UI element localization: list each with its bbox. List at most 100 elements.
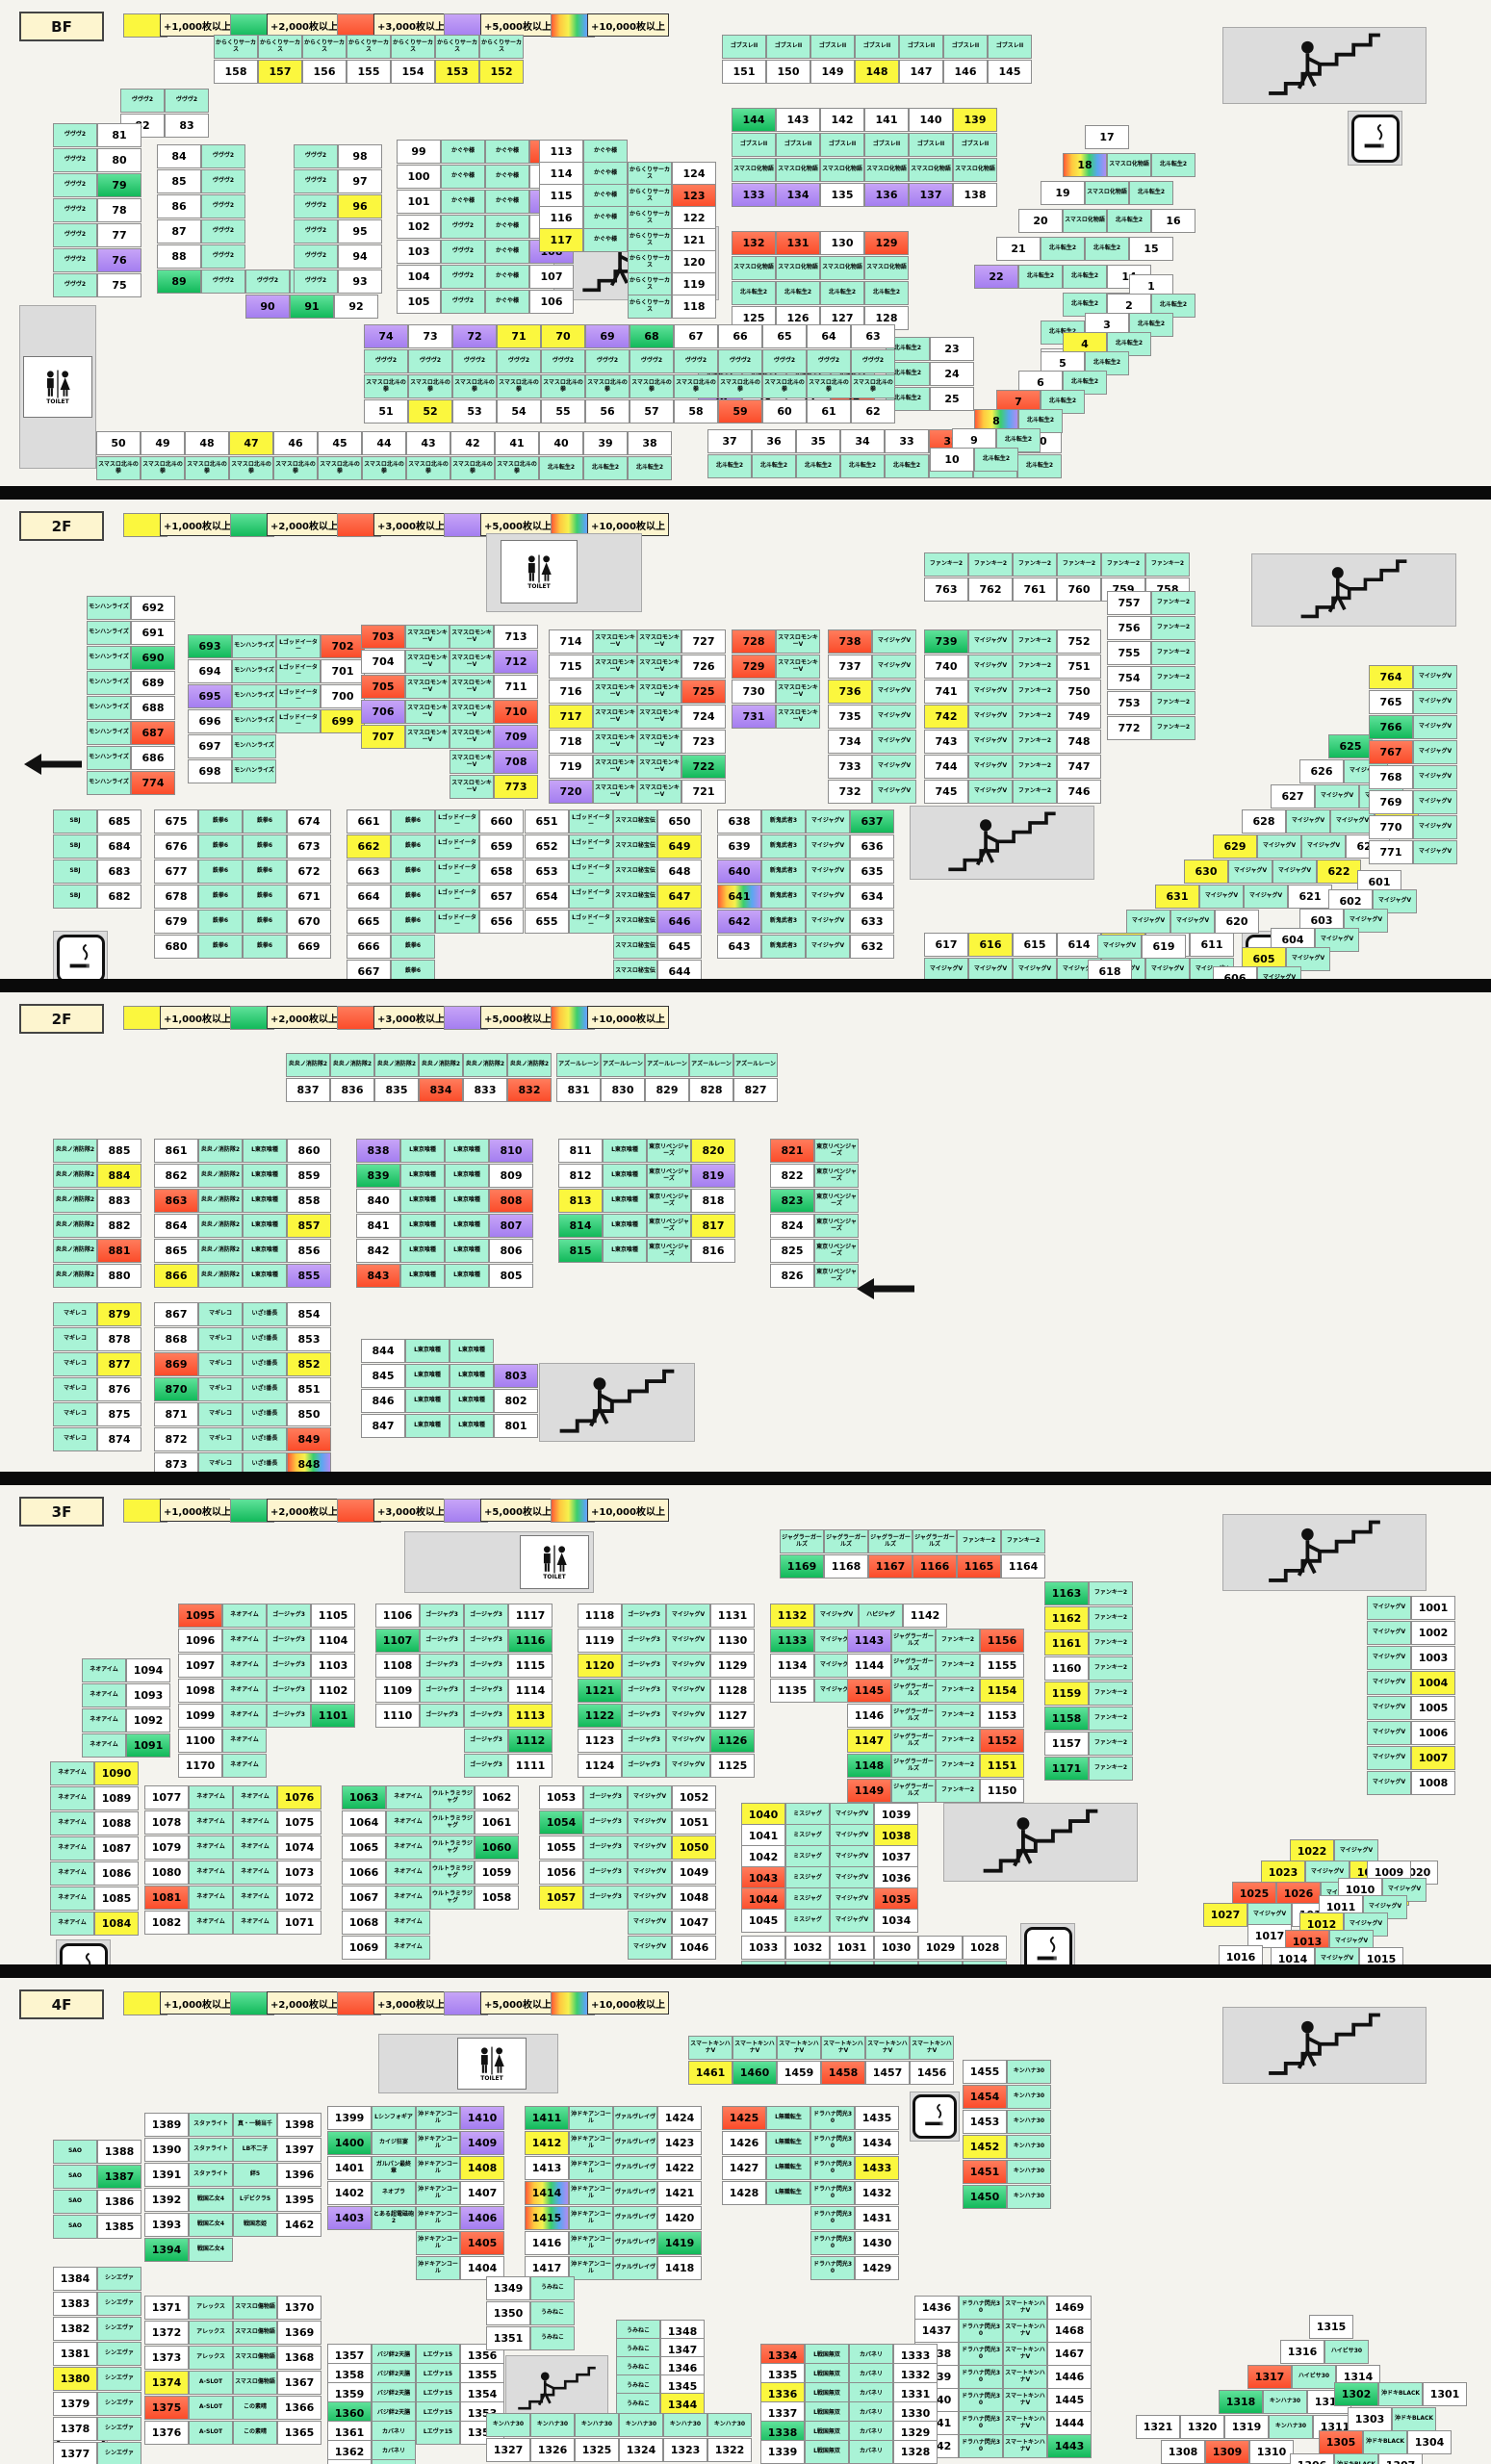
spacer <box>770 1729 814 1753</box>
machine-name-label: ゴージャグ3 <box>622 1629 666 1653</box>
machine-name-label: 鉄拳6 <box>391 860 435 884</box>
machine-number-cell: 635 <box>850 860 894 884</box>
machine-name-label: ネオアイム <box>82 1708 126 1732</box>
machine-name-label: かぐや様 <box>441 190 485 214</box>
machine-row: 1450 キンハナ30 <box>963 2185 1051 2209</box>
spacer <box>405 775 450 799</box>
machine-number-cell: 1392 <box>144 2188 189 2212</box>
machine-name-label: ヴヴヴ2 <box>294 270 338 294</box>
machine-row: 756 ファンキー2 <box>1107 616 1195 640</box>
machine-number-cell: 726 <box>681 654 726 679</box>
machine-number-cell: 1034 <box>874 1909 918 1933</box>
machine-row: 811 L東京喰種 東京リベンジャーズ 820 <box>558 1139 735 1163</box>
machine-row: ヴヴヴ2 76 <box>53 248 141 272</box>
machine-number-cell: 1087 <box>94 1836 139 1861</box>
machine-row: 846 L東京喰種 L東京喰種 802 <box>361 1389 538 1413</box>
machine-name-label: うみねこ <box>530 2326 575 2350</box>
machine-row: 18 スマスロ化物語 北斗転生2 <box>1063 153 1195 177</box>
machine-number-cell: 683 <box>97 860 141 884</box>
toilet-sign: TOILET <box>23 356 92 418</box>
machine-row: マイジャグV 1008 <box>1367 1771 1455 1795</box>
machine-row: 1081 ネオアイム ネオアイム 1072 <box>144 1886 321 1910</box>
machine-row: ネオアイム 1085 <box>50 1886 139 1911</box>
machine-name-label: かぐや様 <box>485 265 529 289</box>
machine-number-cell: 687 <box>131 721 175 745</box>
machine-name-label: L東京喰種 <box>445 1239 489 1263</box>
machine-name-label: Lゴッドイーター <box>569 809 613 834</box>
machine-name-label: 新鬼武者3 <box>761 885 806 909</box>
machine-number-cell: 1150 <box>980 1779 1024 1803</box>
machine-name-label: ゴージャグ3 <box>622 1654 666 1678</box>
machine-name-label: マイジャグV <box>968 654 1013 679</box>
machine-number-cell: 85 <box>157 169 201 193</box>
machine-name-label: 沖ドキアンコール <box>416 2181 460 2205</box>
machine-number-cell: 705 <box>361 675 405 699</box>
machine-name-label: マイジャグV <box>1413 715 1457 739</box>
machine-number-cell: 1105 <box>311 1604 355 1628</box>
machine-name-label: 沖ドキアンコール <box>416 2131 460 2155</box>
machine-name-label: L東京喰種 <box>603 1189 647 1213</box>
machine-number-cell: 618 <box>1088 960 1132 979</box>
machine-name-label: スマートキンハナV <box>910 2036 954 2060</box>
machine-row: 1400 カイジ狂宴 沖ドキアンコール 1409 <box>327 2131 504 2155</box>
machine-number-cell: 1468 <box>1047 2319 1092 2343</box>
legend-label: +3,000枚以上 <box>373 1499 450 1522</box>
machine-row: ヴヴヴ2 93 <box>294 270 382 294</box>
machine-number-cell: 715 <box>549 654 593 679</box>
machine-name-label: マギレコ <box>53 1302 97 1326</box>
machine-name-label: スマスロモンキーV <box>450 625 494 649</box>
legend-label: +10,000枚以上 <box>587 1991 669 2015</box>
machine-name-label: かぐや様 <box>583 184 628 208</box>
machine-row: 1455 キンハナ30 <box>963 2060 1051 2084</box>
machine-name-label: ヴヴヴ2 <box>294 169 338 193</box>
machine-number-cell: 1082 <box>144 1911 189 1935</box>
machine-number-cell: 1006 <box>1411 1721 1455 1745</box>
machine-name-label: マイジャグV <box>628 1861 672 1885</box>
machine-number-cell: 662 <box>347 834 391 859</box>
machine-name-label: いざ!番長 <box>243 1377 287 1401</box>
machine-number-cell: 1385 <box>97 2215 141 2239</box>
machine-name-label: 北斗転生2 <box>1085 351 1129 375</box>
machine-number-cell: 653 <box>525 860 569 884</box>
legend-label: +2,000枚以上 <box>267 1499 343 1522</box>
machine-number-cell: 835 <box>374 1078 419 1102</box>
machine-name-label: 東京リベンジャーズ <box>814 1264 859 1288</box>
machine-row: 1315 <box>1309 2315 1353 2339</box>
machine-name-label: ゴージャグ3 <box>420 1629 464 1653</box>
machine-row: 87 ヴヴヴ2 <box>157 219 245 244</box>
machine-name-label: 東京リベンジャーズ <box>647 1239 691 1263</box>
machine-name-label: カイジ狂宴 <box>372 2131 416 2155</box>
machine-name-label: 炎炎ノ消防隊2 <box>198 1189 243 1213</box>
machine-number-cell: 708 <box>494 750 538 774</box>
machine-name-label: ファンキー2 <box>1089 1757 1133 1781</box>
machine-number-cell: 1350 <box>486 2301 530 2325</box>
machine-number-cell: 1065 <box>342 1835 386 1860</box>
machine-row: 815 L東京喰種 東京リベンジャーズ 816 <box>558 1239 735 1263</box>
machine-name-label: ネオプラ <box>372 2181 416 2205</box>
machine-row: 1439ドラハナ閃光30スマートキンハナV1446 <box>914 2365 1092 2389</box>
machine-number-cell: 1460 <box>733 2061 777 2085</box>
machine-name-label: 沖ドキBLACK <box>1392 2407 1436 2431</box>
machine-row: SBJ 682 <box>53 885 141 909</box>
machine-number-cell: 1339 <box>760 2440 805 2464</box>
machine-name-label: マイジャグV <box>814 1604 859 1628</box>
machine-number-cell: 1044 <box>741 1887 785 1912</box>
machine-name-label: スマスロモンキーV <box>450 725 494 749</box>
machine-name-label: ヴヴヴ2 <box>53 223 97 247</box>
machine-row: 1308 1309 1310 <box>1161 2440 1294 2464</box>
machine-name-label: スタァライト <box>189 2163 233 2187</box>
machine-row: 1335 L戦国無双 カバネリ 1332 <box>760 2363 938 2387</box>
machine-number-cell: 91 <box>290 295 334 319</box>
machine-number-cell: 691 <box>131 621 175 645</box>
machine-number-cell: 721 <box>681 780 726 804</box>
legend-label: +1,000枚以上 <box>160 1499 236 1522</box>
smoking-icon <box>85 1952 91 1964</box>
machine-row: 618 <box>1088 960 1132 979</box>
machine-name-label: ネオアイム <box>233 1810 277 1835</box>
machine-number-cell: 77 <box>97 223 141 247</box>
machine-name-label: ハピジャグ <box>859 1604 903 1628</box>
spacer <box>569 935 613 959</box>
machine-number-cell: 1096 <box>178 1629 222 1653</box>
machine-row: スマスロ化物語 スマスロ化物語 スマスロ化物語 スマスロ化物語 スマスロ化物語 スマスロ化… <box>732 158 997 182</box>
spacer <box>361 775 405 799</box>
